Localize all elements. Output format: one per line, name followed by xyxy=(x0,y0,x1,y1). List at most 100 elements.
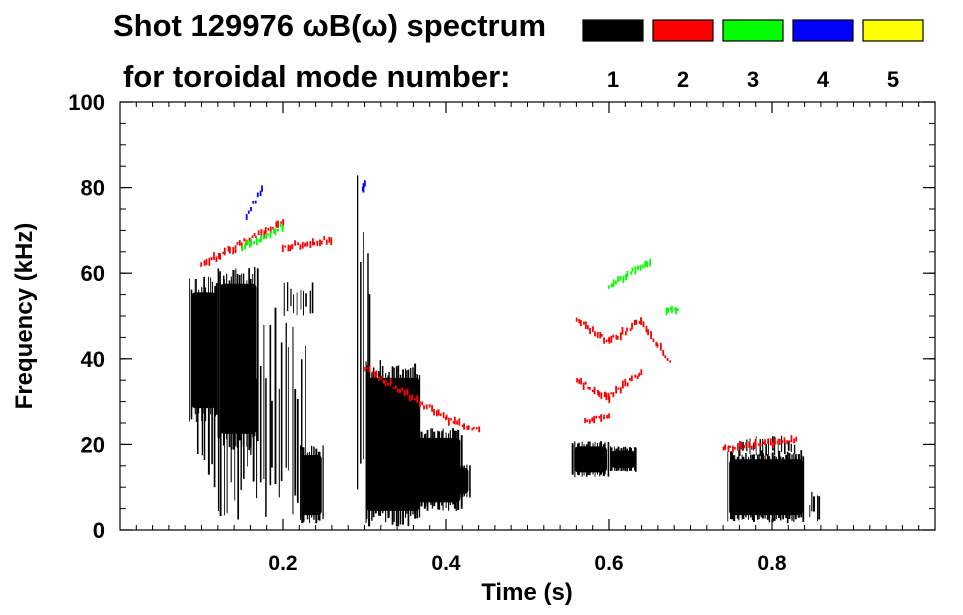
n2-segment-5-mark xyxy=(616,335,619,340)
n2-segment-2-mark xyxy=(401,387,404,392)
n2-segment-2-mark xyxy=(365,366,368,370)
legend-label-n1: 1 xyxy=(607,67,619,92)
n2-segment-2-mark xyxy=(368,366,371,373)
n3-segment-0-mark xyxy=(253,240,256,245)
n2-segment-9-mark xyxy=(598,415,601,419)
x-tick-label: 0.2 xyxy=(268,552,297,575)
n2-segment-1-mark xyxy=(323,236,326,241)
n2-segment-5-mark xyxy=(629,328,632,331)
n2-segment-6-mark xyxy=(662,350,665,356)
n3-segment-0-mark xyxy=(260,235,262,243)
n2-segment-1-mark xyxy=(330,237,333,246)
y-tick-label: 60 xyxy=(81,261,105,286)
n2-segment-0-mark xyxy=(213,252,215,260)
n2-segment-10-mark xyxy=(767,438,769,444)
n2-segment-9-mark xyxy=(606,414,608,419)
n4-segment-0-mark xyxy=(259,190,262,197)
n2-segment-10-mark xyxy=(731,445,734,453)
n2-segment-8-mark xyxy=(634,374,637,378)
chart-title: Shot 129976 ωB(ω) spectrum xyxy=(113,8,546,43)
n2-segment-0-mark xyxy=(223,247,226,256)
legend-label-n3: 3 xyxy=(747,67,759,92)
n2-segment-1-mark xyxy=(325,239,328,245)
n2-segment-10-mark xyxy=(759,443,762,447)
n1-region-11 xyxy=(729,459,803,516)
n2-segment-10-mark xyxy=(729,445,731,448)
n2-segment-7-mark xyxy=(598,391,601,397)
n2-segment-0-mark xyxy=(227,245,230,252)
n2-segment-1-mark xyxy=(311,238,314,246)
n2-segment-4-mark xyxy=(605,339,608,343)
n2-segment-2-mark xyxy=(384,380,387,386)
n2-segment-1-mark xyxy=(316,240,319,246)
n2-segment-3-mark xyxy=(467,425,470,430)
n2-segment-9-mark xyxy=(588,419,591,424)
n2-segment-2-mark xyxy=(364,366,366,372)
n2-segment-6-mark xyxy=(655,341,658,347)
n2-segment-6-mark xyxy=(642,321,645,328)
n2-segment-7-mark xyxy=(587,386,590,389)
n3-segment-1-mark xyxy=(631,267,634,272)
legend-label-n4: 4 xyxy=(817,67,830,92)
n2-segment-0-mark xyxy=(238,240,241,246)
n4-segment-0-mark xyxy=(250,206,252,212)
n2-segment-10-mark xyxy=(745,442,747,446)
n2-segment-1-mark xyxy=(320,240,323,245)
n2-segment-6-mark xyxy=(659,342,662,351)
n2-segment-4-mark xyxy=(589,328,591,335)
n2-segment-4-mark xyxy=(599,331,602,339)
n2-segment-8-mark xyxy=(624,378,627,387)
n3-segment-1-mark xyxy=(644,260,647,268)
x-tick-label: 0.6 xyxy=(594,552,623,575)
n2-segment-3-mark xyxy=(472,426,475,430)
n2-segment-9-mark xyxy=(593,416,595,424)
n2-segment-10-mark xyxy=(762,441,765,444)
n2-segment-3-mark xyxy=(452,421,455,424)
n3-segment-0-mark xyxy=(241,245,244,252)
n2-segment-9-mark xyxy=(584,417,586,424)
n2-segment-1-mark xyxy=(306,241,309,247)
n2-segment-0-mark xyxy=(272,227,274,230)
n2-segment-2-mark xyxy=(380,375,383,380)
n2-segment-7-mark xyxy=(580,377,583,385)
n2-segment-9-mark xyxy=(608,413,610,419)
n2-segment-10-mark xyxy=(739,443,742,447)
n2-segment-0-mark xyxy=(260,229,263,237)
n2-segment-2-mark xyxy=(442,412,445,419)
n2-segment-4-mark xyxy=(579,319,582,327)
n2-segment-9-mark xyxy=(586,419,589,423)
n3-segment-0-mark xyxy=(269,231,272,239)
legend: 1 2 3 4 5 xyxy=(582,19,924,92)
n2-segment-8-mark xyxy=(629,377,631,381)
spectrum-data xyxy=(189,175,821,527)
legend-swatch-n2 xyxy=(652,19,714,42)
n2-segment-8-mark xyxy=(615,385,617,394)
y-tick-label: 0 xyxy=(93,518,105,543)
n2-segment-0-mark xyxy=(243,238,246,242)
y-axis: 0 20 40 60 80 100 xyxy=(68,90,935,543)
x-axis-label: Time (s) xyxy=(481,579,573,606)
n2-segment-0-mark xyxy=(269,226,272,234)
n2-segment-10-mark xyxy=(727,445,730,452)
n2-segment-0-mark xyxy=(255,235,257,238)
n2-segment-0-mark xyxy=(228,246,231,254)
y-tick-label: 40 xyxy=(81,347,105,372)
n2-segment-2-mark xyxy=(431,405,433,412)
n2-segment-2-mark xyxy=(396,388,399,393)
n2-segment-5-mark xyxy=(615,334,618,340)
n2-segment-4-mark xyxy=(586,325,589,330)
n2-segment-6-mark xyxy=(645,325,648,333)
n2-segment-10-mark xyxy=(788,440,791,443)
n2-segment-1-mark xyxy=(319,239,321,247)
n2-segment-9-mark xyxy=(595,415,598,419)
n2-segment-2-mark xyxy=(382,379,385,384)
n4-segment-0-mark xyxy=(245,214,248,220)
n2-segment-3-mark xyxy=(447,417,450,426)
n2-segment-2-mark xyxy=(375,370,378,378)
n2-segment-3-mark xyxy=(463,423,465,430)
n2-segment-10-mark xyxy=(733,447,736,450)
n2-segment-10-mark xyxy=(790,435,793,443)
n2-segment-10-mark xyxy=(754,438,757,447)
n2-segment-8-mark xyxy=(640,369,643,376)
n3-segment-1-mark xyxy=(610,283,613,288)
